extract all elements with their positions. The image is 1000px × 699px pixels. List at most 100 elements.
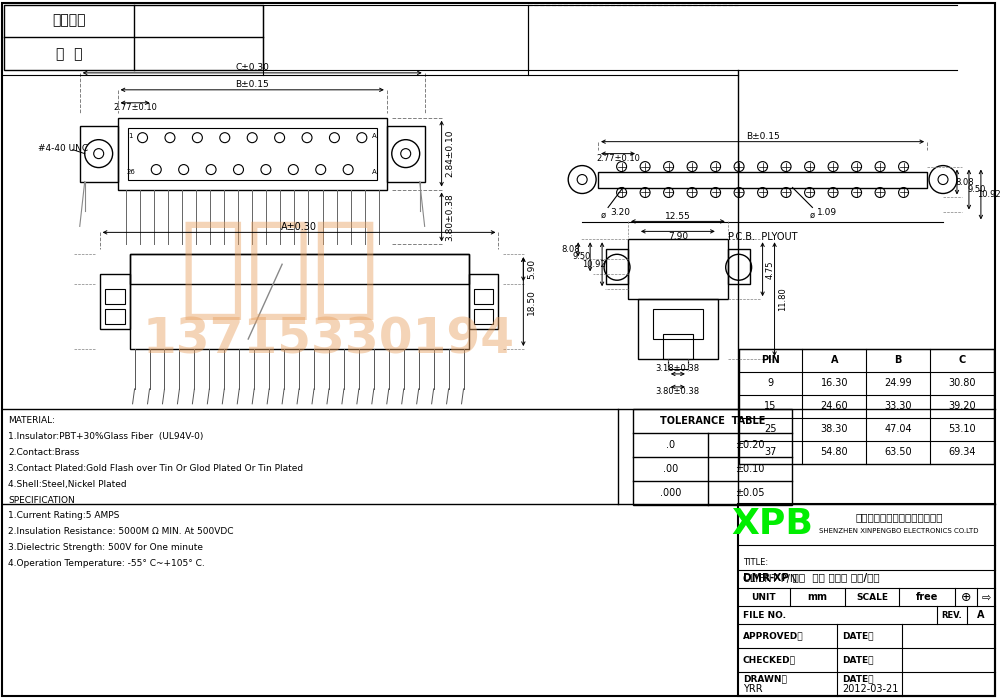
Text: 24.60: 24.60 [821,401,848,411]
Text: 63.50: 63.50 [884,447,912,457]
Text: ±0.10: ±0.10 [735,463,765,474]
Text: 4.Shell:Steel,Nickel Plated: 4.Shell:Steel,Nickel Plated [8,480,127,489]
Circle shape [222,135,227,140]
Circle shape [167,135,172,140]
Text: 69.34: 69.34 [948,447,976,457]
Text: free: free [916,592,938,603]
Text: 3.80±0.38: 3.80±0.38 [445,193,454,240]
Text: PIN: PIN [761,356,780,366]
Bar [668,359,688,369]
Text: 3.Dielectric Strength: 500V for One minute: 3.Dielectric Strength: 500V for One minu… [8,543,203,552]
Text: 3.Contact Plated:Gold Flash over Tin Or Glod Plated Or Tin Plated: 3.Contact Plated:Gold Flash over Tin Or … [8,463,303,473]
Text: FILE NO.: FILE NO. [743,611,786,619]
Text: 4.75: 4.75 [766,260,775,278]
Text: 38.30: 38.30 [821,424,848,434]
Text: .00: .00 [663,463,678,474]
Circle shape [359,135,364,140]
Bar [474,309,493,324]
Text: APPROVED：: APPROVED： [743,632,803,640]
Text: SCALE: SCALE [856,593,888,602]
Bar [739,349,994,463]
Text: A: A [371,133,376,138]
Text: 4.Operation Temperature: -55° C~+105° C.: 4.Operation Temperature: -55° C~+105° C. [8,559,205,568]
Text: 33.30: 33.30 [884,401,912,411]
Text: ø: ø [810,211,815,220]
Text: 1.Insulator:PBT+30%Glass Fiber  (UL94V-0): 1.Insulator:PBT+30%Glass Fiber (UL94V-0) [8,432,203,441]
Text: SPECIFICATION: SPECIFICATION [8,496,75,505]
Text: 47.04: 47.04 [884,424,912,434]
Text: 25: 25 [764,424,777,434]
Text: P.C.B.  PLYOUT: P.C.B. PLYOUT [728,232,797,243]
Circle shape [236,167,241,172]
Text: 深圳市鷯鹏博电子科技有限公司: 深圳市鷯鹏博电子科技有限公司 [855,512,943,522]
Text: DRAWN：: DRAWN： [743,675,787,684]
Circle shape [250,135,255,140]
Text: TOLERANCE  TABLE: TOLERANCE TABLE [660,416,765,426]
Text: .0: .0 [666,440,675,449]
Bar [663,334,693,359]
Circle shape [263,167,268,172]
Circle shape [140,135,145,140]
Circle shape [181,167,186,172]
Text: 10.92: 10.92 [582,260,606,269]
Text: #4-40 UNC: #4-40 UNC [38,144,88,153]
Text: ±0.05: ±0.05 [735,487,765,498]
Text: 16.30: 16.30 [821,378,848,389]
Text: 26: 26 [126,168,135,175]
Text: 3.18±0.38: 3.18±0.38 [656,364,700,373]
Bar [469,274,498,329]
Text: A±0.30: A±0.30 [281,222,317,232]
Bar [628,239,728,299]
Text: 24.99: 24.99 [884,378,912,389]
Bar [633,409,792,505]
Text: 1.09: 1.09 [817,208,837,217]
Text: ø: ø [601,211,606,220]
Text: 15: 15 [764,401,777,411]
Text: 2.77±0.10: 2.77±0.10 [113,103,157,113]
Bar [118,117,387,189]
Circle shape [346,167,351,172]
Text: 1.Current Rating:5 AMPS: 1.Current Rating:5 AMPS [8,512,119,521]
Bar [105,289,125,304]
Bar [130,254,469,284]
Circle shape [318,167,323,172]
Text: DATE：: DATE： [842,632,874,640]
Text: 13715330194: 13715330194 [143,315,515,363]
Bar [598,171,927,187]
Text: CHECKED：: CHECKED： [743,656,796,665]
Text: 8.08: 8.08 [561,245,580,254]
Text: 1: 1 [128,133,133,138]
Text: CLIENT P/N: CLIENT P/N [743,575,797,584]
Circle shape [332,135,337,140]
Text: UNIT: UNIT [751,593,776,602]
Text: YRR: YRR [743,684,762,694]
Text: 39.20: 39.20 [948,401,976,411]
Text: 3.20: 3.20 [610,208,630,217]
Circle shape [209,167,214,172]
Text: 5.90: 5.90 [527,259,536,280]
Text: 37: 37 [764,447,777,457]
Text: 8.08: 8.08 [956,178,974,187]
Bar [4,5,263,70]
Text: 日  期: 日 期 [56,47,82,61]
Text: XPB: XPB [732,507,813,542]
Text: TITLE:: TITLE: [743,559,768,568]
Text: B±0.15: B±0.15 [746,132,779,141]
Bar [387,126,425,182]
Text: DMR-XP 母头  叉锁 锁螺丝 全锡/全金: DMR-XP 母头 叉锁 锁螺丝 全锡/全金 [743,572,879,582]
Text: 30.80: 30.80 [948,378,976,389]
Text: 3.80±0.38: 3.80±0.38 [656,387,700,396]
Text: ⊕: ⊕ [961,591,971,604]
Text: 7.90: 7.90 [668,232,688,241]
Text: 53.10: 53.10 [948,424,976,434]
Text: ±0.20: ±0.20 [735,440,765,449]
Text: 12.55: 12.55 [665,212,691,221]
Text: REV.: REV. [942,611,962,619]
Text: B: B [894,356,902,366]
Text: 9.50: 9.50 [968,185,986,194]
Text: 2.84±0.10: 2.84±0.10 [445,130,454,178]
Text: 2012-03-21: 2012-03-21 [842,684,899,694]
Text: SHENZHEN XINPENGBO ELECTRONICS CO.LTD: SHENZHEN XINPENGBO ELECTRONICS CO.LTD [819,528,979,535]
Text: 2.Insulation Resistance: 5000M Ω MIN. At 500VDC: 2.Insulation Resistance: 5000M Ω MIN. At… [8,528,233,536]
Circle shape [277,135,282,140]
